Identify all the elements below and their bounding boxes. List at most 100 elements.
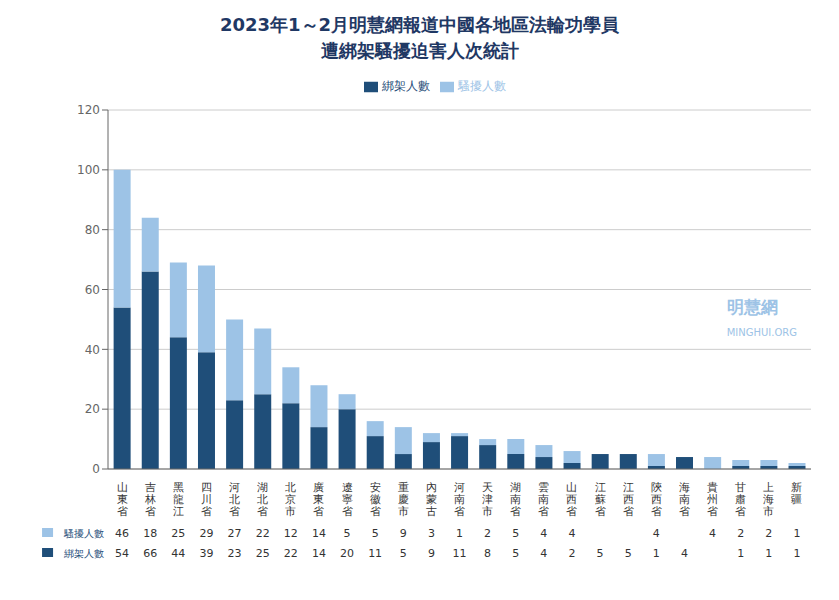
svg-text:4: 4 — [653, 527, 660, 540]
svg-text:省: 省 — [117, 505, 128, 518]
svg-text:江: 江 — [173, 505, 184, 518]
svg-text:46: 46 — [115, 527, 129, 540]
svg-text:25: 25 — [256, 547, 270, 560]
svg-text:山: 山 — [116, 481, 128, 494]
svg-text:東: 東 — [116, 493, 128, 506]
svg-text:66: 66 — [143, 547, 157, 560]
svg-text:1: 1 — [793, 527, 800, 540]
svg-text:11: 11 — [368, 547, 382, 560]
svg-text:23: 23 — [228, 547, 242, 560]
svg-text:4: 4 — [681, 547, 688, 560]
svg-text:湖: 湖 — [257, 481, 269, 494]
svg-text:14: 14 — [312, 527, 326, 540]
svg-text:14: 14 — [312, 547, 326, 560]
svg-text:省: 省 — [538, 505, 549, 518]
svg-text:0: 0 — [92, 462, 100, 476]
svg-text:省: 省 — [257, 505, 268, 518]
svg-text:25: 25 — [171, 527, 185, 540]
svg-text:省: 省 — [595, 505, 606, 518]
svg-text:9: 9 — [400, 527, 407, 540]
svg-text:四: 四 — [200, 481, 212, 494]
svg-text:東: 東 — [313, 493, 325, 506]
svg-text:省: 省 — [623, 505, 634, 518]
svg-text:市: 市 — [763, 505, 774, 518]
html-text:騷擾人數: 騷擾人數 — [457, 79, 506, 93]
svg-text:1: 1 — [456, 527, 463, 540]
svg-text:綁架人數: 綁架人數 — [63, 548, 104, 559]
svg-text:5: 5 — [512, 547, 519, 560]
html-text:綁架人數: 綁架人數 — [381, 79, 430, 93]
svg-text:1: 1 — [765, 547, 772, 560]
svg-text:2: 2 — [484, 527, 491, 540]
svg-text:林: 林 — [144, 493, 156, 506]
svg-text:11: 11 — [453, 547, 467, 560]
svg-text:遼: 遼 — [341, 481, 353, 494]
svg-text:3: 3 — [428, 527, 435, 540]
svg-text:黑: 黑 — [172, 481, 184, 494]
html-text:明慧網: 明慧網 — [726, 297, 778, 318]
svg-text:市: 市 — [398, 505, 409, 518]
svg-text:29: 29 — [199, 527, 213, 540]
svg-text:18: 18 — [143, 527, 157, 540]
svg-text:省: 省 — [229, 505, 240, 518]
svg-text:5: 5 — [372, 527, 379, 540]
svg-text:5: 5 — [597, 547, 604, 560]
svg-text:省: 省 — [707, 505, 718, 518]
svg-text:2: 2 — [765, 527, 772, 540]
svg-text:8: 8 — [484, 547, 491, 560]
svg-text:5: 5 — [400, 547, 407, 560]
svg-text:1: 1 — [737, 547, 744, 560]
svg-text:省: 省 — [313, 505, 324, 518]
svg-text:龍: 龍 — [172, 493, 184, 506]
svg-text:省: 省 — [454, 505, 465, 518]
svg-text:120: 120 — [77, 103, 100, 117]
svg-text:1: 1 — [793, 547, 800, 560]
svg-text:省: 省 — [566, 505, 577, 518]
svg-text:廣: 廣 — [313, 481, 325, 494]
svg-text:北: 北 — [257, 493, 269, 506]
svg-text:京: 京 — [285, 493, 297, 506]
svg-text:27: 27 — [228, 527, 242, 540]
svg-text:市: 市 — [285, 505, 296, 518]
svg-text:22: 22 — [256, 527, 270, 540]
svg-text:4: 4 — [540, 527, 547, 540]
svg-text:60: 60 — [85, 283, 100, 297]
svg-text:省: 省 — [679, 505, 690, 518]
svg-text:省: 省 — [735, 505, 746, 518]
svg-text:5: 5 — [344, 527, 351, 540]
svg-text:12: 12 — [284, 527, 298, 540]
svg-text:省: 省 — [370, 505, 381, 518]
svg-text:20: 20 — [85, 402, 100, 416]
svg-text:4: 4 — [709, 527, 716, 540]
svg-text:北: 北 — [285, 481, 297, 494]
svg-text:80: 80 — [85, 223, 100, 237]
html-text:2023年1～2月明慧網報道中國各地區法輪功學員: 2023年1～2月明慧網報道中國各地區法輪功學員 — [219, 14, 620, 35]
svg-text:44: 44 — [171, 547, 185, 560]
svg-text:2: 2 — [737, 527, 744, 540]
svg-text:9: 9 — [428, 547, 435, 560]
svg-text:2: 2 — [568, 547, 575, 560]
svg-text:22: 22 — [284, 547, 298, 560]
svg-text:省: 省 — [651, 505, 662, 518]
svg-text:省: 省 — [145, 505, 156, 518]
svg-text:4: 4 — [568, 527, 575, 540]
svg-text:39: 39 — [199, 547, 213, 560]
svg-text:5: 5 — [512, 527, 519, 540]
html-text:遭綁架騷擾迫害人次統計: 遭綁架騷擾迫害人次統計 — [320, 40, 519, 61]
svg-text:20: 20 — [340, 547, 354, 560]
svg-text:省: 省 — [510, 505, 521, 518]
svg-text:吉: 吉 — [144, 481, 156, 494]
svg-text:古: 古 — [426, 505, 437, 518]
svg-text:1: 1 — [653, 547, 660, 560]
svg-text:54: 54 — [115, 547, 129, 560]
svg-text:市: 市 — [482, 505, 493, 518]
svg-text:100: 100 — [77, 163, 100, 177]
svg-text:疆: 疆 — [791, 493, 802, 506]
svg-text:4: 4 — [540, 547, 547, 560]
svg-text:川: 川 — [200, 493, 212, 506]
svg-text:騷擾人數: 騷擾人數 — [63, 528, 104, 539]
svg-text:40: 40 — [85, 343, 100, 357]
svg-text:省: 省 — [342, 505, 353, 518]
svg-text:省: 省 — [201, 505, 212, 518]
svg-text:5: 5 — [625, 547, 632, 560]
